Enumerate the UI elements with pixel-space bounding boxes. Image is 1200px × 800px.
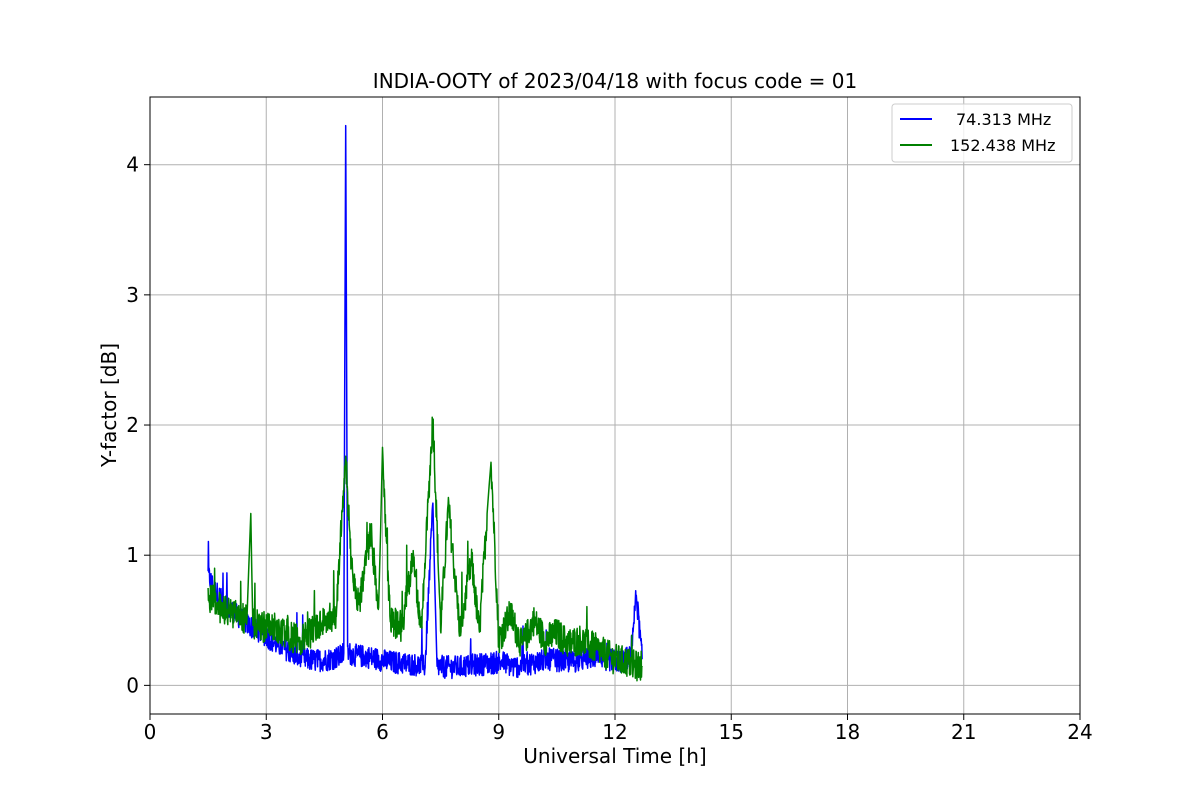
x-tick-label: 18: [835, 720, 860, 744]
y-axis-label: Y-factor [dB]: [97, 343, 121, 468]
x-tick-label: 12: [602, 720, 627, 744]
chart-title: INDIA-OOTY of 2023/04/18 with focus code…: [373, 69, 857, 93]
x-tick-label: 9: [492, 720, 505, 744]
x-axis-label: Universal Time [h]: [523, 744, 706, 768]
legend-label-74mhz: 74.313 MHz: [956, 110, 1051, 129]
y-tick-label: 2: [126, 413, 139, 437]
legend-label-152mhz: 152.438 MHz: [950, 136, 1055, 155]
series-line-74mhz: [207, 124, 643, 680]
y-tick-label: 0: [126, 673, 139, 697]
series-layer: [207, 124, 643, 682]
x-tick-label: 21: [951, 720, 976, 744]
x-tick-label: 0: [144, 720, 157, 744]
y-tick-label: 1: [126, 543, 139, 567]
legend: 74.313 MHz 152.438 MHz: [891, 103, 1073, 163]
x-tick-label: 24: [1067, 720, 1092, 744]
x-tick-label: 15: [719, 720, 744, 744]
legend-box: [891, 103, 1073, 163]
y-tick-label: 3: [126, 283, 139, 307]
y-tick-label: 4: [126, 153, 139, 177]
series-line-152mhz: [207, 416, 643, 682]
x-tick-label: 6: [376, 720, 389, 744]
x-tick-label: 3: [260, 720, 273, 744]
